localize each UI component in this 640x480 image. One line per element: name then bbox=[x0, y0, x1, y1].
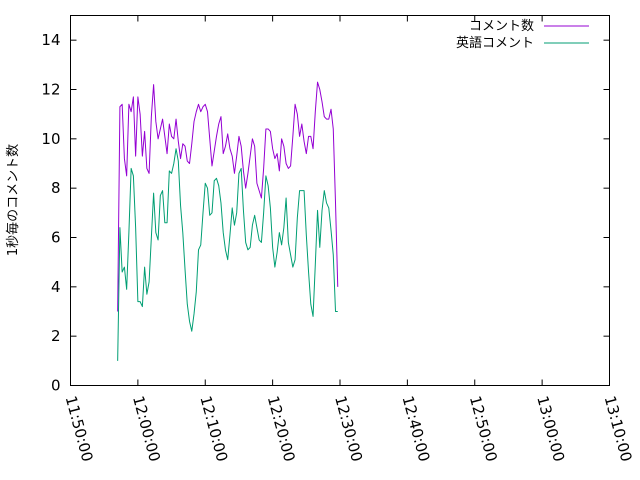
x-tick-label: 13:00:00 bbox=[533, 394, 568, 464]
x-tick-label: 12:10:00 bbox=[196, 394, 231, 464]
plot-frame bbox=[70, 15, 610, 386]
y-tick-label: 4 bbox=[51, 278, 61, 296]
series-line-1 bbox=[117, 148, 338, 361]
legend-label: 英語コメント bbox=[456, 35, 534, 51]
y-tick-label: 6 bbox=[51, 229, 61, 247]
series-line-0 bbox=[117, 81, 339, 312]
y-tick-label: 12 bbox=[41, 81, 60, 99]
y-tick-label: 10 bbox=[41, 130, 60, 148]
y-tick-label: 14 bbox=[41, 31, 60, 49]
x-tick-label: 12:50:00 bbox=[466, 394, 501, 464]
y-tick-label: 8 bbox=[51, 179, 61, 197]
y-tick-label: 0 bbox=[51, 377, 61, 395]
x-tick-label: 12:40:00 bbox=[399, 394, 434, 464]
x-tick-label: 12:30:00 bbox=[331, 394, 366, 464]
x-tick-label: 12:00:00 bbox=[129, 394, 164, 464]
x-tick-label: 12:20:00 bbox=[264, 394, 299, 464]
x-tick-label: 13:10:00 bbox=[601, 394, 636, 464]
legend-label: コメント数 bbox=[469, 19, 534, 34]
series-lines bbox=[117, 81, 339, 361]
x-tick-label: 11:50:00 bbox=[62, 394, 97, 464]
y-axis-label: 1秒毎のコメント数 bbox=[5, 144, 21, 256]
axis-ticks: 0 2 4 6 8 10 12 14 11:50:00 12:00:00 12:10:00 12:20… bbox=[41, 15, 636, 464]
y-tick-label: 2 bbox=[51, 327, 61, 345]
